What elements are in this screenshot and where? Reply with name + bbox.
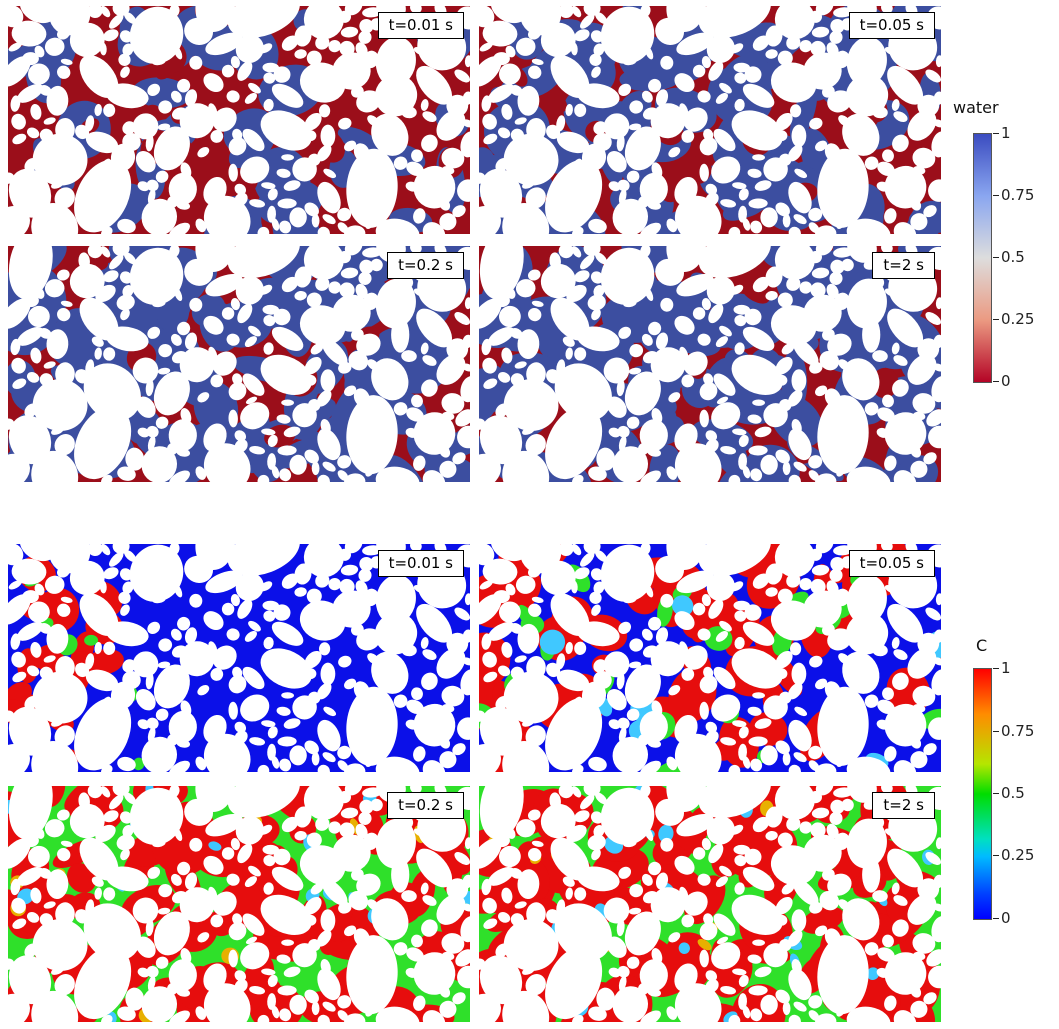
porous-media-water-3 bbox=[8, 246, 470, 482]
colorbar-title: water bbox=[953, 98, 999, 117]
time-label: t=0.2 s bbox=[387, 252, 464, 279]
water-panel-2: t=0.05 s bbox=[479, 6, 941, 234]
water-panel-4: t=2 s bbox=[479, 246, 941, 482]
porous-media-c-1 bbox=[8, 544, 470, 772]
porous-media-water-1 bbox=[8, 6, 470, 234]
porous-media-c-4 bbox=[479, 786, 941, 1022]
colorbar-tick: 1 bbox=[993, 659, 1011, 677]
time-label: t=0.2 s bbox=[387, 792, 464, 819]
c-panel-3: t=0.2 s bbox=[8, 786, 470, 1022]
time-label: t=0.01 s bbox=[377, 12, 464, 39]
colorbar-title: C bbox=[976, 636, 988, 655]
water-panel-3: t=0.2 s bbox=[8, 246, 470, 482]
c-panel-1: t=0.01 s bbox=[8, 544, 470, 772]
colorbar-tick: 0.5 bbox=[993, 248, 1025, 266]
c-panel-4: t=2 s bbox=[479, 786, 941, 1022]
time-label: t=2 s bbox=[872, 792, 935, 819]
time-label: t=0.05 s bbox=[848, 550, 935, 577]
porous-media-c-2 bbox=[479, 544, 941, 772]
colorbar-tick: 0.75 bbox=[992, 722, 1035, 740]
colorbar-tick: 0.25 bbox=[992, 846, 1035, 864]
colorbar-tick: 0 bbox=[993, 372, 1011, 390]
time-label: t=0.01 s bbox=[377, 550, 464, 577]
colorbar-gradient bbox=[973, 668, 992, 920]
colorbar-tick: 0.5 bbox=[993, 784, 1025, 802]
time-label: t=0.05 s bbox=[848, 12, 935, 39]
colorbar-gradient bbox=[973, 133, 992, 383]
c-panel-2: t=0.05 s bbox=[479, 544, 941, 772]
colorbar-tick: 0.25 bbox=[992, 310, 1035, 328]
porous-media-water-2 bbox=[479, 6, 941, 234]
colorbar-tick: 1 bbox=[993, 124, 1011, 142]
time-label: t=2 s bbox=[872, 252, 935, 279]
colorbar-tick: 0.75 bbox=[992, 186, 1035, 204]
water-panel-1: t=0.01 s bbox=[8, 6, 470, 234]
colorbar-tick: 0 bbox=[993, 909, 1011, 927]
porous-media-c-3 bbox=[8, 786, 470, 1022]
porous-media-water-4 bbox=[479, 246, 941, 482]
